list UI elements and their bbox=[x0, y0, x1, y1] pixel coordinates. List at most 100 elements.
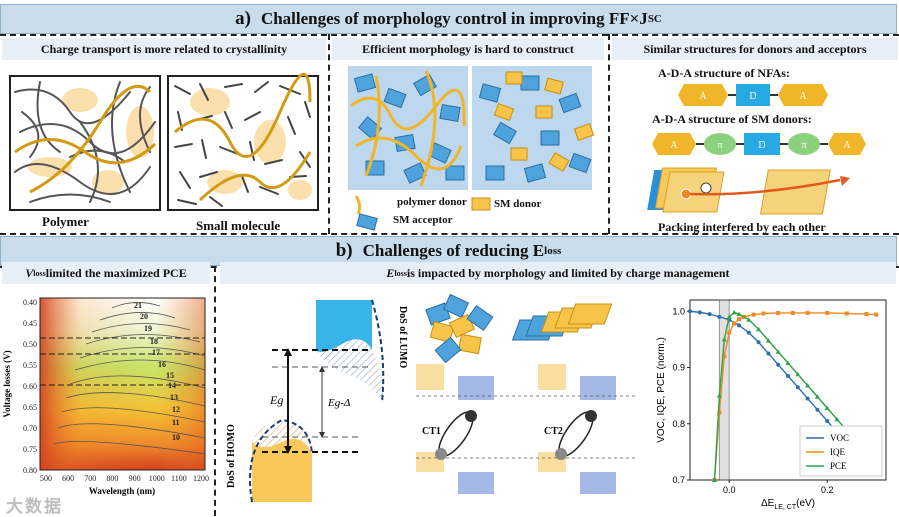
unit-a-label: A bbox=[699, 91, 707, 102]
point-iqe bbox=[805, 310, 810, 315]
divider bbox=[608, 34, 610, 234]
chart-legend: VOC IQE PCE bbox=[799, 425, 883, 477]
chart-x-label: ΔELE, CT(eV) bbox=[761, 498, 815, 511]
legend-sm-acceptor: SM acceptor bbox=[393, 214, 453, 226]
contour-label: 21 bbox=[134, 301, 142, 310]
contour-label: 15 bbox=[166, 371, 174, 380]
point-voc bbox=[776, 362, 781, 367]
divider bbox=[214, 266, 216, 516]
point-iqe bbox=[727, 330, 732, 335]
x-tick: 800 bbox=[106, 474, 118, 483]
electron-marker bbox=[700, 182, 712, 194]
lumo-edge bbox=[371, 299, 385, 403]
section-a-title-sub: SC bbox=[647, 13, 662, 25]
series-line-iqe bbox=[713, 312, 877, 481]
watermark: 大数据 bbox=[6, 497, 63, 516]
y-tick: 0.75 bbox=[23, 445, 37, 454]
donor-plane bbox=[662, 171, 725, 213]
legend-polymer-swatch bbox=[354, 195, 362, 215]
point-voc bbox=[795, 385, 800, 390]
packing-caption: Packing interfered by each other bbox=[658, 220, 826, 234]
acceptor-unit bbox=[828, 133, 866, 155]
homo-edge bbox=[249, 418, 313, 503]
unit-pi-label: π bbox=[717, 140, 722, 151]
y-tick: 0.50 bbox=[23, 340, 37, 349]
contour-label: 17 bbox=[152, 348, 160, 357]
y-tick: 0.60 bbox=[23, 382, 37, 391]
chart-y-label: VOC, IQE, PCE (norm.) bbox=[656, 337, 667, 443]
x-tick: 1000 bbox=[149, 474, 165, 483]
acceptor-unit bbox=[778, 84, 828, 106]
point-pce bbox=[712, 477, 717, 482]
blend-legend bbox=[354, 195, 491, 231]
ordered-blend bbox=[511, 303, 613, 341]
point-iqe bbox=[722, 354, 727, 359]
point-voc bbox=[746, 330, 751, 335]
donor-unit bbox=[736, 84, 770, 106]
nfa-structure: A D A bbox=[678, 84, 828, 106]
chart-x-label-sub: LE, CT bbox=[774, 504, 797, 511]
polymer-donor-chains bbox=[350, 70, 466, 187]
ct2-label: CT2 bbox=[544, 426, 563, 437]
unit-a-label: A bbox=[843, 140, 851, 151]
vloss-contour-plot: 21 20 19 18 17 16 15 14 13 12 11 10 0.40… bbox=[2, 297, 209, 496]
charge-path-arrows bbox=[14, 72, 312, 202]
label-small-molecule: Small molecule bbox=[196, 218, 281, 233]
dos-lumo-label: DoS of LUMO bbox=[397, 306, 408, 368]
plot-frame bbox=[39, 297, 206, 471]
contour-label: 16 bbox=[158, 360, 166, 369]
y-tick-label: 0.7 bbox=[672, 475, 685, 485]
transport-arrow bbox=[689, 178, 841, 196]
point-voc bbox=[707, 312, 712, 317]
y-tick: 0.45 bbox=[23, 319, 37, 328]
point-voc bbox=[805, 396, 810, 401]
point-pce bbox=[805, 383, 811, 388]
x-tick: 1200 bbox=[193, 474, 209, 483]
y-tick: 0.65 bbox=[23, 403, 37, 412]
eg-delta-label: Eg-Δ bbox=[327, 397, 350, 409]
point-iqe bbox=[864, 312, 869, 317]
section-b-title: Challenges of reducing E bbox=[362, 241, 545, 260]
donor-plane bbox=[759, 169, 831, 215]
donor-unit bbox=[744, 133, 780, 155]
point-voc bbox=[717, 314, 722, 319]
point-pce bbox=[775, 349, 781, 354]
chart-ticks: 0.7 0.8 0.9 1.0 0.0 0.2 bbox=[672, 306, 833, 495]
blend-morphology bbox=[348, 66, 595, 190]
point-iqe bbox=[751, 312, 756, 317]
point-iqe bbox=[717, 410, 722, 415]
contour-label: 19 bbox=[144, 324, 152, 333]
point-iqe bbox=[790, 310, 795, 315]
unit-pi-label: π bbox=[801, 140, 806, 151]
level-guides bbox=[416, 395, 636, 459]
legend-sm-donor-swatch bbox=[471, 197, 491, 211]
label-polymer: Polymer bbox=[42, 214, 89, 229]
point-iqe bbox=[776, 310, 781, 315]
x-tick: 900 bbox=[129, 474, 141, 483]
point-iqe bbox=[844, 311, 849, 316]
point-iqe bbox=[825, 310, 830, 315]
point-pce bbox=[795, 371, 801, 377]
vloss-sub: loss bbox=[33, 268, 46, 278]
arrow-head bbox=[284, 348, 292, 356]
ct-state-diagram: CT1 CT2 bbox=[416, 293, 636, 494]
electron bbox=[465, 410, 477, 422]
hole-marker bbox=[680, 188, 692, 200]
panel-b1-header-text: limited the maximized PCE bbox=[45, 265, 187, 280]
y-tick: 0.55 bbox=[23, 361, 37, 370]
chart-x-label-unit: (eV) bbox=[796, 498, 815, 509]
point-iqe bbox=[761, 311, 766, 316]
y-tick-label: 0.8 bbox=[672, 419, 685, 429]
point-pce bbox=[834, 416, 840, 422]
contour-label: 18 bbox=[150, 337, 158, 346]
ct1-label: CT1 bbox=[422, 426, 441, 437]
point-pce bbox=[785, 360, 791, 365]
unit-a-label: A bbox=[670, 140, 678, 151]
vloss-symbol: V bbox=[25, 265, 34, 280]
x-axis-label: Wavelength (nm) bbox=[89, 486, 155, 496]
contour-labels: 21 20 19 18 17 16 15 14 13 12 11 10 bbox=[134, 301, 180, 442]
point-voc bbox=[756, 340, 761, 345]
y-axis-label: Voltage losses (V) bbox=[2, 350, 12, 417]
point-pce bbox=[731, 309, 737, 315]
